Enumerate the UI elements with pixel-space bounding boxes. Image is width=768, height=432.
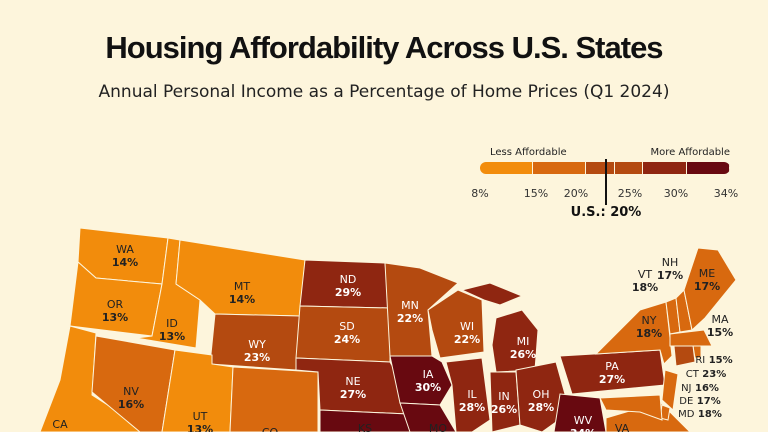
state-value-ne: 27%	[340, 388, 366, 401]
state-value-ma: 15%	[707, 326, 733, 339]
state-il[interactable]	[445, 357, 491, 432]
state-code-wy: WY	[248, 338, 266, 351]
state-me[interactable]	[683, 247, 737, 331]
legend-less-affordable: Less Affordable	[490, 147, 567, 158]
state-label-ri: RI 15%	[695, 355, 732, 366]
state-value-nd: 29%	[335, 286, 361, 299]
state-code-or: OR	[107, 298, 124, 311]
us-average-label: U.S.: 20%	[570, 205, 642, 220]
state-code-mn: MN	[401, 299, 419, 312]
legend-segment	[614, 162, 644, 174]
state-code-nd: ND	[340, 273, 357, 286]
state-mo[interactable]	[399, 402, 457, 432]
state-code-ca: CA	[52, 418, 68, 431]
state-ca[interactable]	[39, 325, 151, 432]
page-title: Housing Affordability Across U.S. States	[105, 30, 663, 65]
state-value-wi: 22%	[454, 333, 480, 346]
state-value-pa: 27%	[599, 373, 625, 386]
legend-segment	[532, 162, 586, 174]
state-code-in: IN	[498, 390, 509, 403]
state-nj[interactable]	[661, 369, 679, 412]
state-value-id: 13%	[159, 330, 185, 343]
state-code-ut: UT	[193, 410, 208, 423]
state-value-nv: 16%	[118, 398, 144, 411]
state-code-co: CO	[262, 426, 279, 432]
state-label-de: DE 17%	[679, 396, 720, 407]
legend-more-affordable: More Affordable	[650, 147, 730, 158]
legend-tick: 8%	[471, 187, 489, 200]
state-label-ct: CT 23%	[686, 369, 727, 380]
state-label-md: MD 18%	[678, 409, 722, 420]
state-code-id: ID	[166, 317, 178, 330]
state-nv[interactable]	[91, 335, 176, 432]
state-value-nh: 17%	[657, 269, 683, 282]
state-label-nj: NJ 16%	[681, 383, 719, 394]
state-code-ma: MA	[711, 313, 728, 326]
state-value-mt: 14%	[229, 293, 255, 306]
state-code-pa: PA	[605, 360, 619, 373]
state-ny[interactable]	[594, 301, 673, 365]
state-value-wy: 23%	[244, 351, 270, 364]
state-code-me: ME	[699, 267, 715, 280]
legend-tick: 20%	[563, 187, 589, 200]
state-mi-upper[interactable]	[460, 282, 524, 306]
state-value-oh: 28%	[528, 401, 554, 414]
state-code-va: VA	[615, 422, 630, 432]
legend-segment	[480, 162, 533, 174]
state-value-me: 17%	[694, 280, 720, 293]
state-code-ny: NY	[642, 314, 657, 327]
state-code-nv: NV	[123, 385, 139, 398]
state-code-oh: OH	[533, 388, 550, 401]
state-code-wi: WI	[460, 320, 474, 333]
color-legend: Less Affordable More Affordable 8% 15% 20%…	[471, 145, 738, 225]
state-value-wv: 34%	[570, 427, 596, 432]
state-wv[interactable]	[553, 393, 607, 432]
legend-segment	[686, 162, 730, 174]
state-value-ut: 13%	[187, 423, 213, 432]
legend-tick: 15%	[523, 187, 549, 200]
state-value-vt: 18%	[632, 281, 658, 294]
state-ct[interactable]	[673, 345, 696, 367]
state-code-ks: KS	[358, 422, 372, 432]
legend-segment	[585, 162, 615, 174]
state-wi[interactable]	[427, 289, 485, 359]
state-code-sd: SD	[339, 320, 354, 333]
state-co[interactable]	[229, 366, 319, 432]
state-code-il: IL	[467, 388, 477, 401]
legend-tick: 34%	[713, 187, 739, 200]
state-code-wa: WA	[116, 243, 134, 256]
legend-tick: 30%	[663, 187, 689, 200]
state-code-mt: MT	[234, 280, 250, 293]
state-value-mi: 26%	[510, 348, 536, 361]
state-value-in: 26%	[491, 403, 517, 416]
state-value-sd: 24%	[334, 333, 360, 346]
state-code-nh: NH	[662, 256, 679, 269]
state-code-vt: VT	[638, 268, 653, 281]
state-ks[interactable]	[319, 409, 413, 432]
us-average-marker	[605, 159, 607, 205]
state-value-ny: 18%	[636, 327, 662, 340]
legend-tick: 25%	[617, 187, 643, 200]
state-code-wv: WV	[574, 414, 593, 427]
state-value-or: 13%	[102, 311, 128, 324]
state-code-ia: IA	[423, 368, 434, 381]
state-mi[interactable]	[491, 309, 539, 373]
state-value-mn: 22%	[397, 312, 423, 325]
state-code-mo: MO	[429, 422, 447, 432]
state-value-il: 28%	[459, 401, 485, 414]
state-value-ia: 30%	[415, 381, 441, 394]
state-code-ne: NE	[345, 375, 360, 388]
state-value-wa: 14%	[112, 256, 138, 269]
page-subtitle: Annual Personal Income as a Percentage o…	[98, 82, 670, 102]
legend-segment	[643, 162, 687, 174]
state-md[interactable]	[599, 394, 663, 421]
legend-color-bar	[480, 162, 730, 174]
state-code-mi: MI	[517, 335, 530, 348]
state-ma[interactable]	[669, 329, 713, 347]
